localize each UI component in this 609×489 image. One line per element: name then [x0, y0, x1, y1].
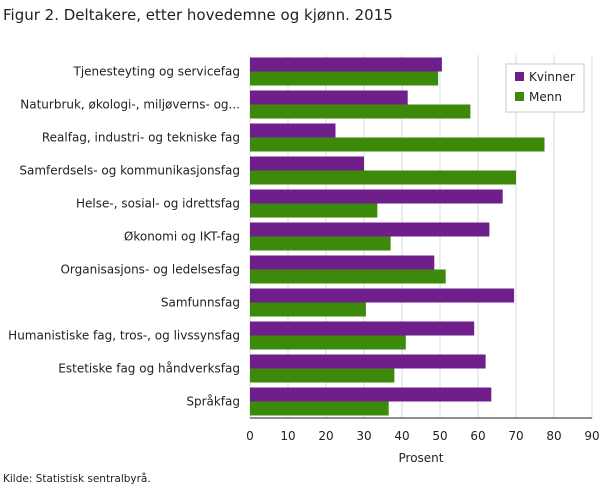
category-label: Språkfag — [186, 395, 240, 409]
bar-menn — [250, 170, 516, 185]
x-tick-label: 50 — [432, 429, 447, 443]
bar-menn — [250, 269, 446, 284]
x-tick-label: 80 — [546, 429, 561, 443]
category-labels: Tjenesteyting og servicefag Naturbruk, øk… — [8, 65, 240, 409]
bar-menn — [250, 104, 471, 119]
bar-menn — [250, 71, 439, 86]
bar-menn — [250, 401, 389, 416]
bar-kvinner — [250, 57, 442, 72]
legend-swatch-menn — [515, 92, 524, 101]
bar-menn — [250, 302, 366, 317]
category-label: Samfunnsfag — [161, 296, 240, 310]
category-label: Humanistiske fag, tros-, og livssynsfag — [8, 329, 240, 343]
bar-kvinner — [250, 321, 475, 336]
bar-menn — [250, 236, 391, 251]
bar-kvinner — [250, 156, 364, 171]
category-label: Tjenesteyting og servicefag — [72, 65, 240, 79]
bar-menn — [250, 203, 378, 218]
category-label: Helse-, sosial- og idrettsfag — [76, 197, 240, 211]
bar-menn — [250, 335, 406, 350]
category-label: Organisasjons- og ledelsesfag — [60, 263, 240, 277]
source-note: Kilde: Statistisk sentralbyrå. — [3, 473, 151, 485]
x-tick-label: 0 — [246, 429, 254, 443]
x-tick-label: 40 — [394, 429, 409, 443]
x-tick-label: 70 — [508, 429, 523, 443]
legend-swatch-kvinner — [515, 72, 524, 81]
bars — [250, 57, 545, 416]
chart-title: Figur 2. Deltakere, etter hovedemne og k… — [3, 6, 393, 24]
category-label: Naturbruk, økologi-, miljøverns- og... — [20, 98, 240, 112]
x-tick-label: 30 — [356, 429, 371, 443]
x-tick-labels: 0 10 20 30 40 50 60 70 80 90 — [246, 429, 599, 443]
x-axis-title: Prosent — [399, 451, 444, 465]
bar-kvinner — [250, 222, 490, 237]
category-label: Estetiske fag og håndverksfag — [58, 362, 240, 376]
bar-kvinner — [250, 288, 515, 303]
category-label: Realfag, industri- og tekniske fag — [42, 131, 240, 145]
category-label: Økonomi og IKT-fag — [124, 230, 240, 244]
bar-menn — [250, 137, 545, 152]
x-tick-label: 90 — [584, 429, 599, 443]
x-tick-label: 60 — [470, 429, 485, 443]
bar-kvinner — [250, 354, 486, 369]
bar-menn — [250, 368, 395, 383]
bar-kvinner — [250, 123, 336, 138]
bar-kvinner — [250, 189, 503, 204]
bar-kvinner — [250, 387, 492, 402]
legend: Kvinner Menn — [505, 63, 585, 113]
legend-label-menn: Menn — [529, 90, 562, 104]
x-tick-label: 20 — [318, 429, 333, 443]
bar-kvinner — [250, 255, 435, 270]
bar-kvinner — [250, 90, 408, 105]
x-tick-label: 10 — [280, 429, 295, 443]
category-label: Samferdsels- og kommunikasjonsfag — [19, 164, 240, 178]
legend-label-kvinner: Kvinner — [529, 70, 575, 84]
